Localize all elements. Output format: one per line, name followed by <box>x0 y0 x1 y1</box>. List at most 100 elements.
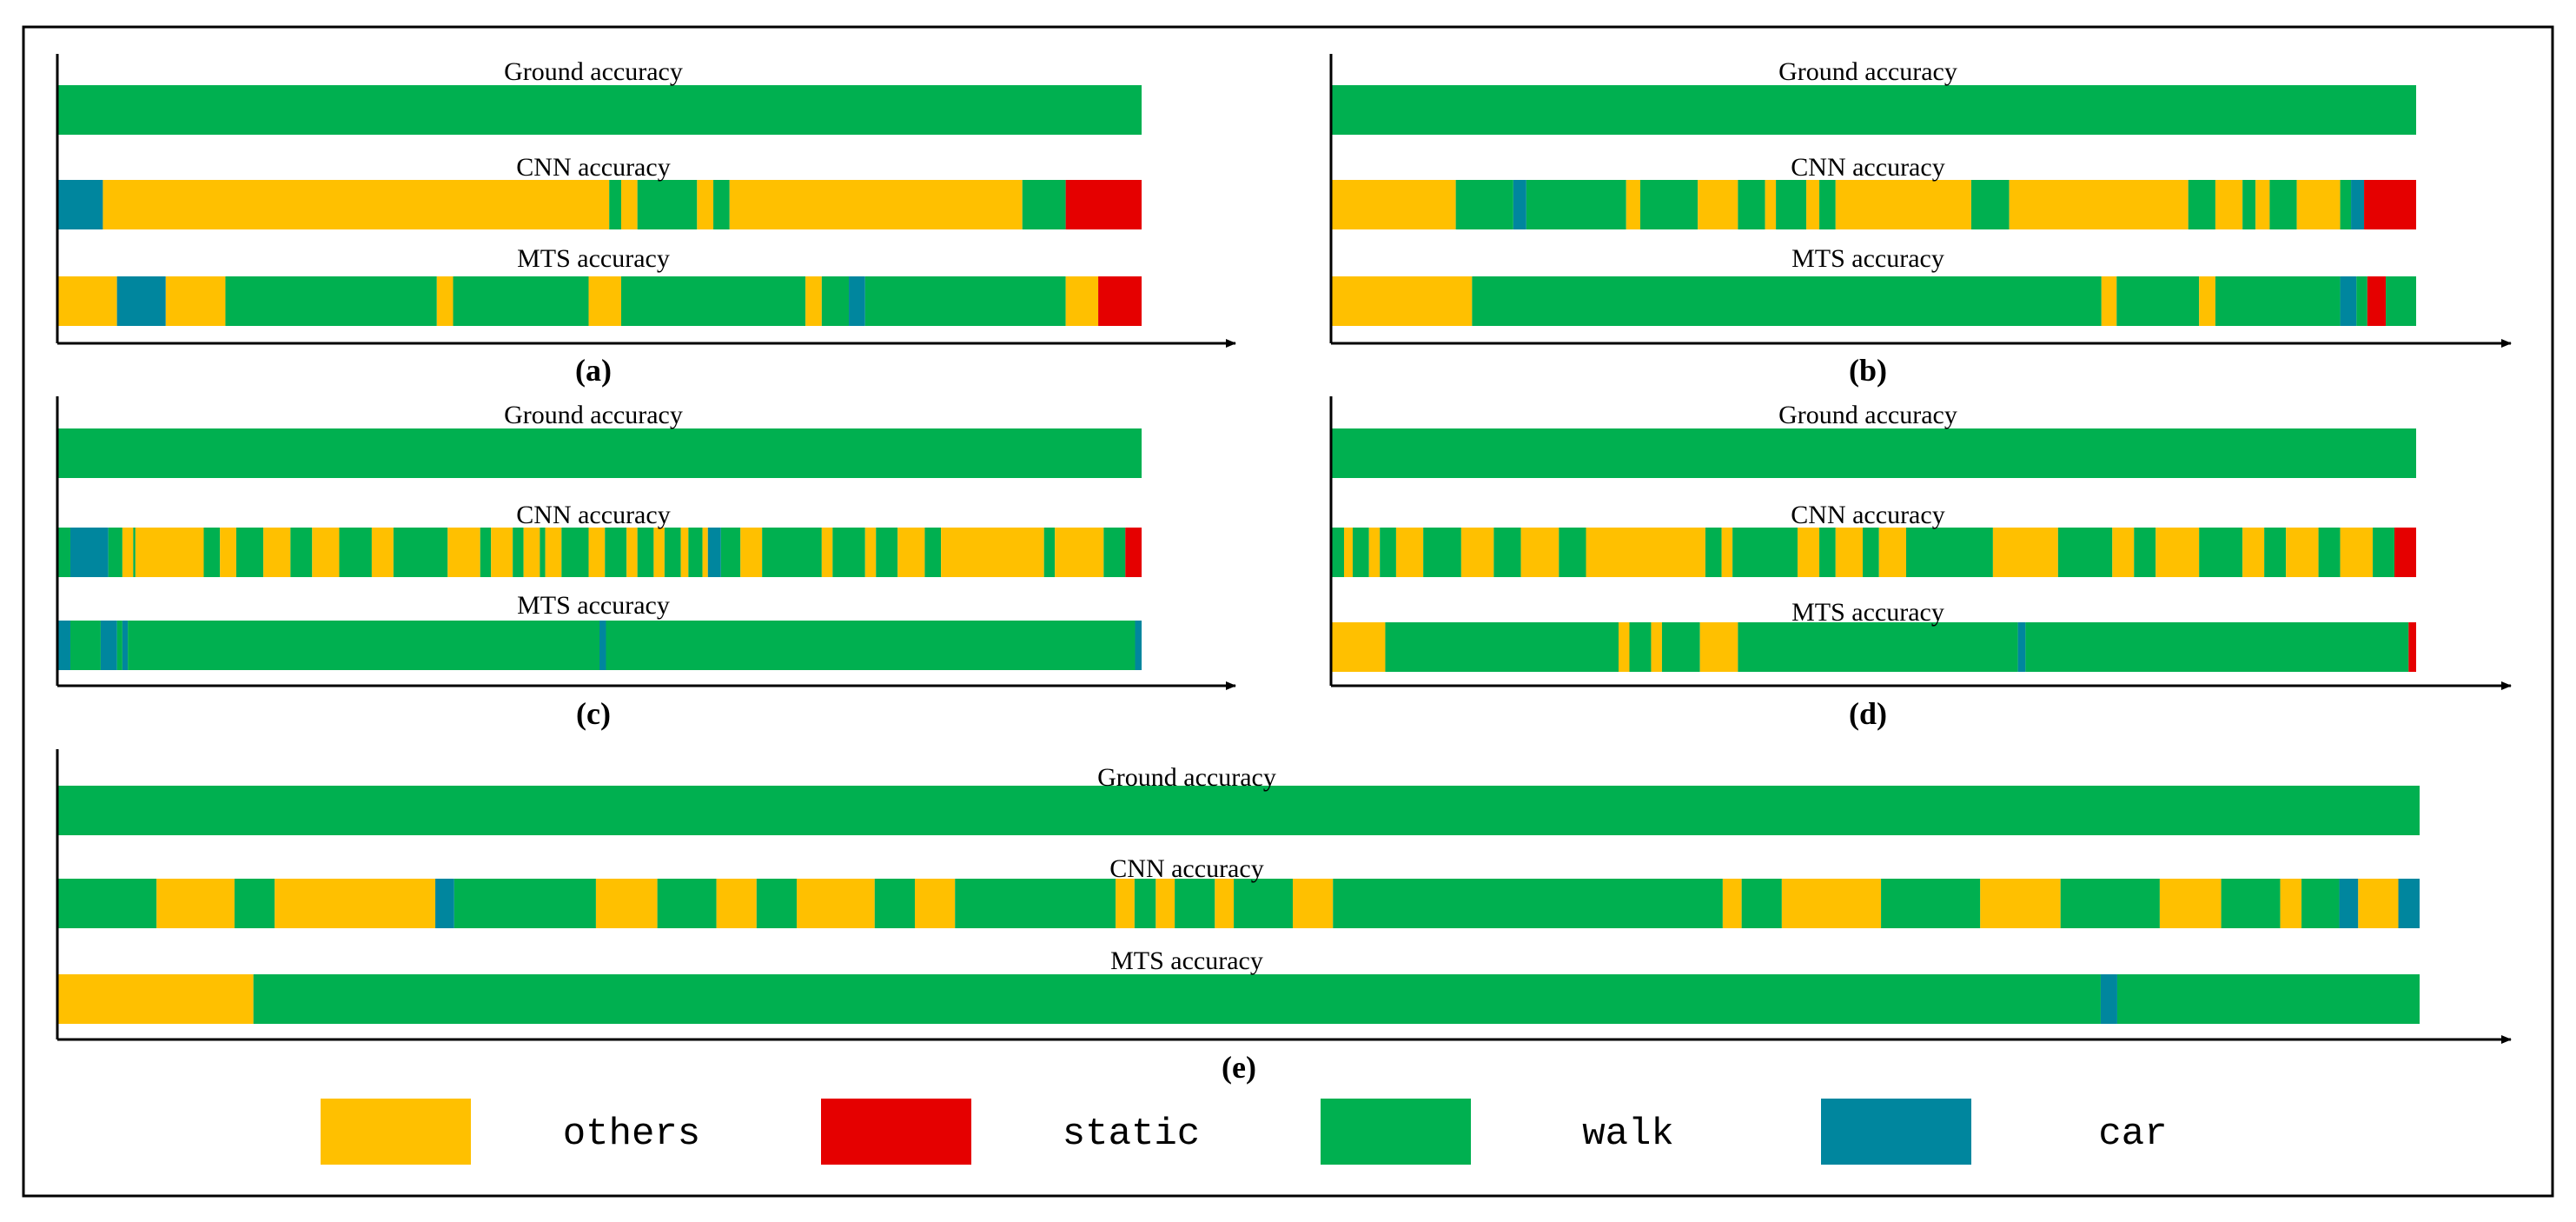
panel-b-ground-label: Ground accuracy <box>1778 57 1957 86</box>
segment-others <box>588 528 606 577</box>
segment-static <box>2408 622 2416 672</box>
segment-walk <box>57 528 70 577</box>
segment-walk <box>2301 879 2340 928</box>
segment-others <box>312 528 340 577</box>
segment-others <box>371 528 394 577</box>
segment-walk <box>762 528 822 577</box>
segment-walk <box>57 85 1142 135</box>
segment-car <box>100 621 117 670</box>
legend: others static walk car <box>321 1099 2168 1165</box>
segment-others <box>545 528 562 577</box>
segment-walk <box>1738 622 2018 672</box>
segment-walk <box>2340 180 2352 229</box>
panel-b-cnn-bar <box>1331 180 2416 229</box>
segment-others <box>1460 528 1494 577</box>
segment-walk <box>2269 180 2297 229</box>
segment-others <box>165 276 226 326</box>
segment-others <box>436 276 454 326</box>
segment-walk <box>1741 879 1782 928</box>
panel-b: Ground accuracy CNN accuracy MTS accuracy (… <box>1329 54 2512 388</box>
segment-others <box>1699 622 1738 672</box>
segment-car <box>116 276 166 326</box>
segment-others <box>1798 528 1820 577</box>
panel-c-mts-label: MTS accuracy <box>517 591 670 620</box>
panel-d-mts-bar <box>1331 622 2416 672</box>
segment-others <box>1331 180 1456 229</box>
segment-walk <box>2264 528 2287 577</box>
segment-walk <box>756 879 798 928</box>
segment-walk <box>203 528 221 577</box>
segment-others <box>1116 879 1135 928</box>
segment-walk <box>1103 528 1126 577</box>
segment-others <box>1992 528 2058 577</box>
segment-walk <box>874 879 915 928</box>
segment-others <box>805 276 822 326</box>
segment-walk <box>1629 622 1652 672</box>
segment-walk <box>2188 180 2215 229</box>
panel-a-caption: (a) <box>575 353 612 388</box>
segment-others <box>915 879 956 928</box>
segment-walk <box>864 276 1066 326</box>
segment-walk <box>108 528 123 577</box>
segment-others <box>897 528 925 577</box>
panel-b-caption: (b) <box>1849 353 1887 388</box>
segment-walk <box>1639 180 1699 229</box>
segment-others <box>57 276 117 326</box>
segment-others <box>595 879 658 928</box>
panel-d-caption: (d) <box>1849 696 1887 731</box>
segment-walk <box>2356 276 2367 326</box>
segment-others <box>57 974 254 1024</box>
segment-walk <box>688 528 703 577</box>
segment-others <box>2286 528 2319 577</box>
segment-walk <box>664 528 681 577</box>
segment-walk <box>2116 276 2200 326</box>
segment-walk <box>1333 879 1723 928</box>
segment-walk <box>924 528 942 577</box>
segment-walk <box>1905 528 1993 577</box>
segment-walk <box>234 879 275 928</box>
segment-others <box>620 180 638 229</box>
segment-others <box>729 180 1023 229</box>
segment-others <box>1721 528 1733 577</box>
segment-others <box>1698 180 1738 229</box>
panel-c-caption: (c) <box>576 696 611 731</box>
segment-static <box>2394 528 2416 577</box>
legend-swatch-others <box>321 1099 471 1165</box>
segment-walk <box>1819 528 1836 577</box>
segment-others <box>1878 528 1906 577</box>
segment-walk <box>2025 622 2409 672</box>
segment-others <box>275 879 436 928</box>
segment-car <box>599 621 606 670</box>
panel-d-cnn-label: CNN accuracy <box>1791 501 1944 529</box>
segment-car <box>122 621 129 670</box>
segment-others <box>941 528 1044 577</box>
segment-walk <box>1526 180 1626 229</box>
panel-d-cnn-bar <box>1331 528 2416 577</box>
segment-others <box>697 180 714 229</box>
panel-d-ground-label: Ground accuracy <box>1778 401 1957 429</box>
segment-car <box>2351 180 2365 229</box>
segment-walk <box>1819 180 1836 229</box>
segment-walk <box>57 879 157 928</box>
legend-swatch-static <box>821 1099 971 1165</box>
segment-others <box>1395 528 1424 577</box>
segment-static <box>1098 276 1142 326</box>
segment-others <box>2112 528 2135 577</box>
panel-b-ground-bar <box>1331 85 2416 135</box>
segment-others <box>1293 879 1334 928</box>
segment-walk <box>1661 622 1700 672</box>
legend-label-static: static <box>1063 1112 1200 1156</box>
segment-others <box>1343 528 1353 577</box>
segment-walk <box>1738 180 1765 229</box>
segment-walk <box>57 786 2420 835</box>
segment-others <box>523 528 540 577</box>
segment-walk <box>480 528 492 577</box>
segment-others <box>1835 180 1971 229</box>
segment-walk <box>1455 180 1513 229</box>
segment-walk <box>540 528 546 577</box>
segment-others <box>220 528 236 577</box>
segment-others <box>1331 276 1473 326</box>
segment-walk <box>1331 428 2416 478</box>
segment-others <box>1055 528 1104 577</box>
